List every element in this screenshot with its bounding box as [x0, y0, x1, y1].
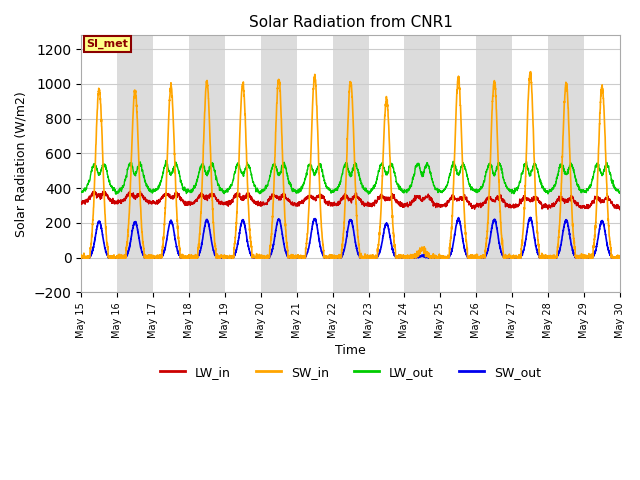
- Y-axis label: Solar Radiation (W/m2): Solar Radiation (W/m2): [15, 91, 28, 237]
- Bar: [476, 36, 512, 292]
- Bar: [117, 36, 153, 292]
- Bar: [404, 36, 440, 292]
- Legend: LW_in, SW_in, LW_out, SW_out: LW_in, SW_in, LW_out, SW_out: [156, 361, 546, 384]
- Title: Solar Radiation from CNR1: Solar Radiation from CNR1: [248, 15, 452, 30]
- Text: SI_met: SI_met: [86, 39, 129, 49]
- Bar: [260, 36, 297, 292]
- X-axis label: Time: Time: [335, 344, 366, 357]
- Bar: [333, 36, 369, 292]
- Bar: [548, 36, 584, 292]
- Bar: [189, 36, 225, 292]
